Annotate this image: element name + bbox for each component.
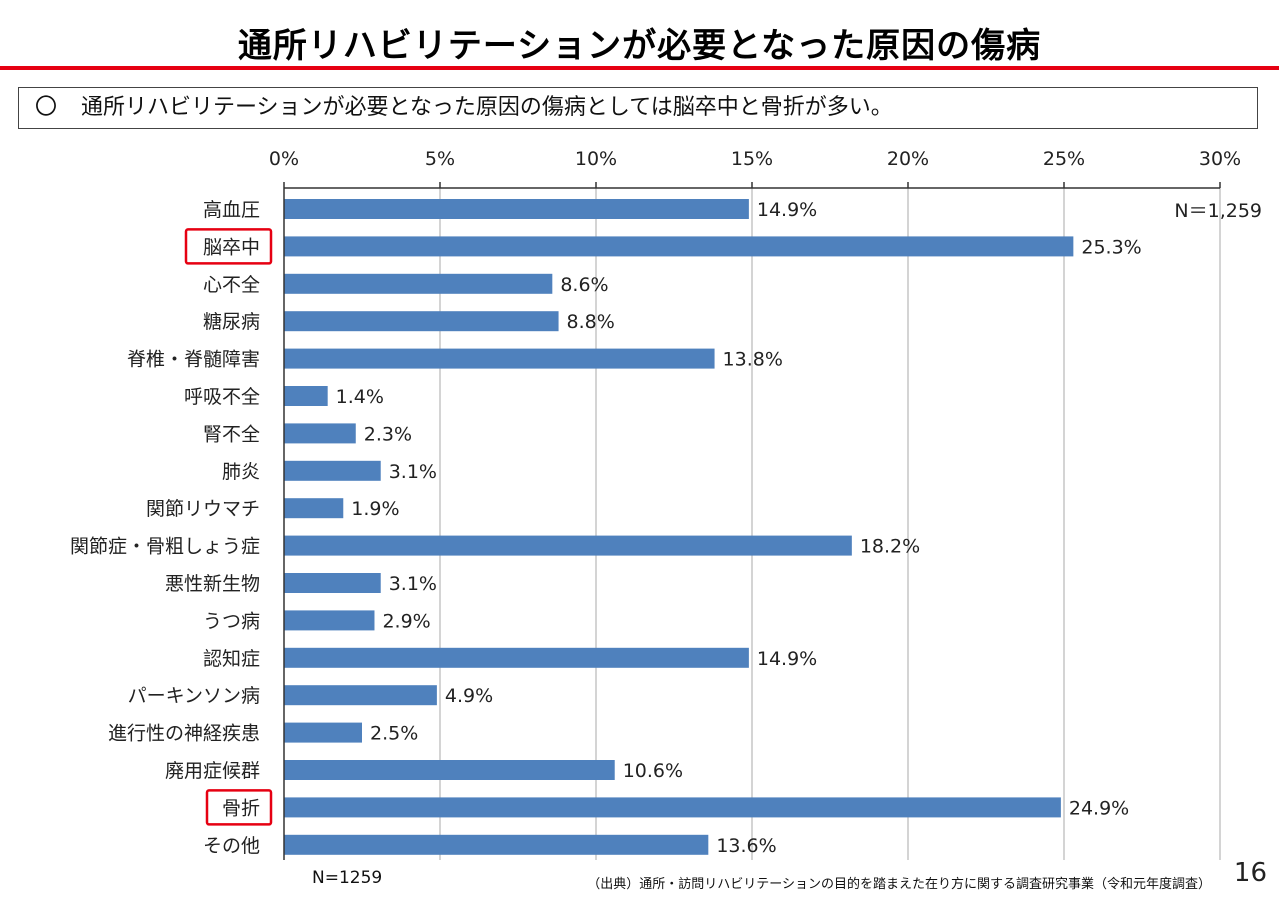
data-label: 10.6% bbox=[623, 760, 683, 782]
data-label: 2.9% bbox=[382, 610, 430, 632]
category-label: 肺炎 bbox=[222, 461, 260, 483]
category-label: その他 bbox=[203, 835, 260, 857]
category-label: 糖尿病 bbox=[203, 311, 260, 333]
data-label: 8.6% bbox=[560, 274, 608, 296]
x-tick-label: 15% bbox=[731, 148, 773, 170]
data-label: 14.9% bbox=[757, 199, 817, 221]
x-tick-label: 20% bbox=[887, 148, 929, 170]
data-label: 13.6% bbox=[716, 835, 776, 857]
category-label: 骨折 bbox=[222, 797, 260, 819]
bar bbox=[284, 349, 715, 369]
bar bbox=[284, 536, 852, 556]
data-label: 3.1% bbox=[389, 573, 437, 595]
bar bbox=[284, 199, 749, 219]
source-citation: （出典）通所・訪問リハビリテーションの目的を踏まえた在り方に関する調査研究事業（… bbox=[587, 873, 1211, 892]
data-label: 8.8% bbox=[567, 311, 615, 333]
data-label: 24.9% bbox=[1069, 797, 1129, 819]
category-label: 高血圧 bbox=[203, 199, 260, 221]
bar bbox=[284, 274, 552, 294]
x-tick-label: 25% bbox=[1043, 148, 1085, 170]
category-label: 脊椎・脊髄障害 bbox=[127, 349, 260, 371]
data-label: 1.4% bbox=[336, 386, 384, 408]
category-label: 関節リウマチ bbox=[146, 498, 260, 520]
data-label: 2.5% bbox=[370, 723, 418, 745]
x-tick-label: 0% bbox=[269, 148, 299, 170]
data-label: 14.9% bbox=[757, 648, 817, 670]
category-label: 認知症 bbox=[203, 648, 260, 670]
data-label: 1.9% bbox=[351, 498, 399, 520]
page-number: 16 bbox=[1234, 858, 1267, 888]
bar bbox=[284, 760, 615, 780]
bars bbox=[284, 199, 1073, 855]
grid-lines bbox=[440, 188, 1220, 860]
bar bbox=[284, 236, 1073, 256]
bar bbox=[284, 386, 328, 406]
data-label: 25.3% bbox=[1081, 236, 1141, 258]
category-label: 脳卒中 bbox=[203, 236, 260, 258]
bar bbox=[284, 498, 343, 518]
x-tick-label: 10% bbox=[575, 148, 617, 170]
x-tick-label: 30% bbox=[1199, 148, 1241, 170]
bar bbox=[284, 797, 1061, 817]
bar bbox=[284, 723, 362, 743]
x-tick-label: 5% bbox=[425, 148, 455, 170]
category-label: 悪性新生物 bbox=[165, 573, 260, 595]
category-label: 廃用症候群 bbox=[165, 760, 260, 782]
category-label: 腎不全 bbox=[203, 423, 260, 445]
category-label: 関節症・骨粗しょう症 bbox=[70, 536, 260, 558]
bar bbox=[284, 648, 749, 668]
category-label: うつ病 bbox=[203, 610, 260, 632]
bar bbox=[284, 423, 356, 443]
data-label: 2.3% bbox=[364, 423, 412, 445]
bar bbox=[284, 311, 559, 331]
bar bbox=[284, 610, 374, 630]
data-label: 13.8% bbox=[723, 349, 783, 371]
data-label: 4.9% bbox=[445, 685, 493, 707]
data-label: 18.2% bbox=[860, 536, 920, 558]
category-label: パーキンソン病 bbox=[128, 685, 260, 707]
bar bbox=[284, 835, 708, 855]
category-label: 心不全 bbox=[203, 274, 260, 296]
chart-annotation: N＝1,259 bbox=[1174, 200, 1262, 222]
category-label: 呼吸不全 bbox=[184, 386, 260, 408]
sample-size-note: N=1259 bbox=[312, 868, 382, 888]
bar bbox=[284, 461, 381, 481]
data-label: 3.1% bbox=[389, 461, 437, 483]
bar bbox=[284, 685, 437, 705]
category-label: 進行性の神経疾患 bbox=[108, 723, 260, 745]
bar bbox=[284, 573, 381, 593]
